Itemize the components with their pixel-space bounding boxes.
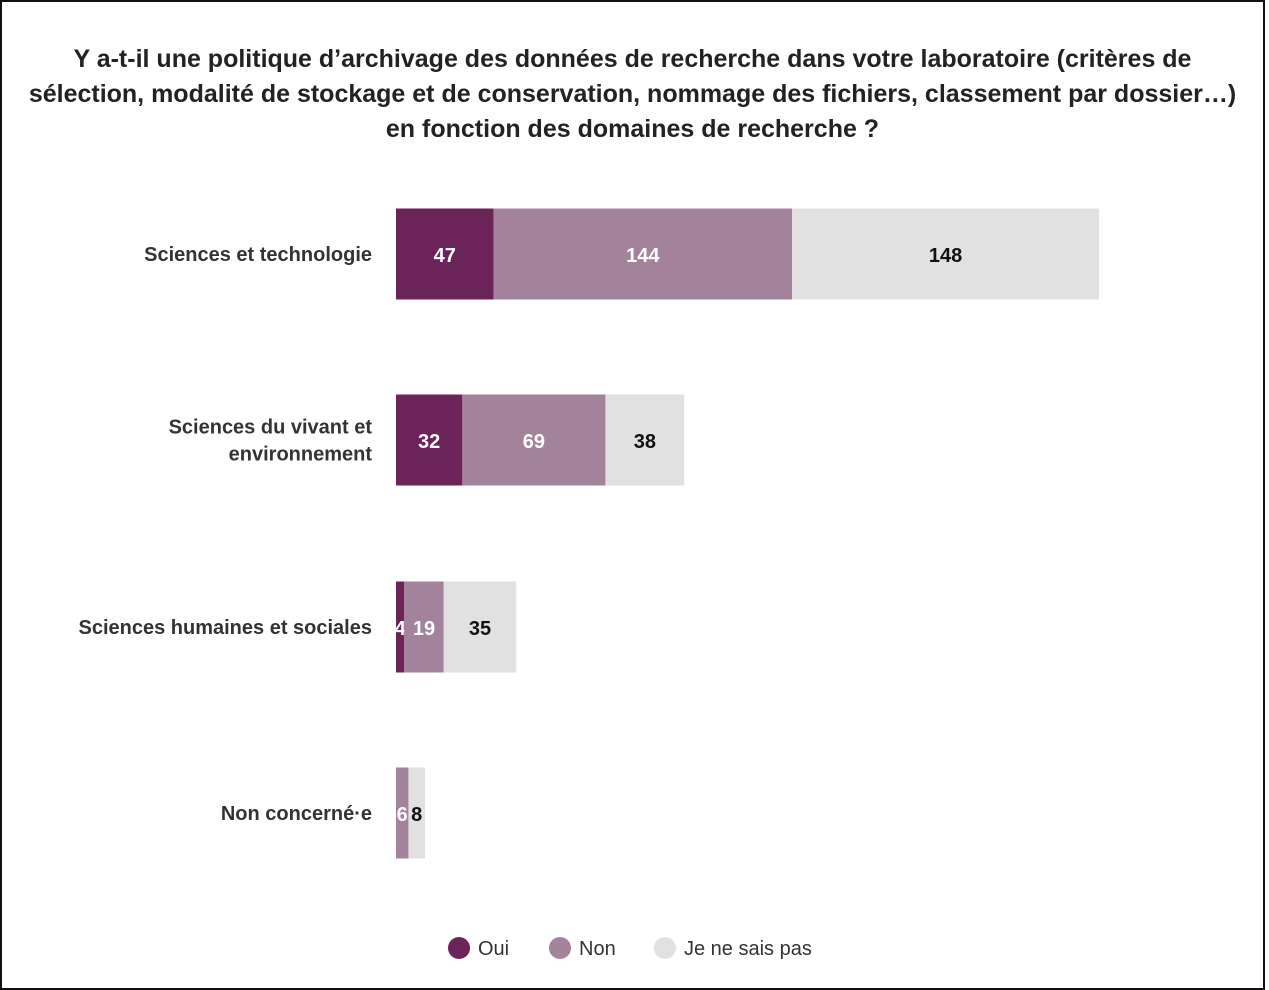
- bar-segment: [493, 208, 793, 300]
- bar-segment: [404, 581, 444, 673]
- bar-segment: [396, 581, 405, 673]
- legend-swatch: [448, 937, 470, 959]
- bar-segment: [443, 581, 517, 673]
- legend-swatch: [549, 937, 571, 959]
- legend-label: Je ne sais pas: [684, 938, 812, 960]
- data-label: 35: [469, 618, 491, 640]
- data-label: 8: [411, 804, 422, 826]
- data-label: 69: [523, 431, 545, 453]
- chart-title: Y a-t-il une politique d’archivage des d…: [28, 45, 1237, 143]
- bar-segment: [396, 208, 494, 300]
- bar-segment: [605, 394, 685, 486]
- data-label: 38: [634, 431, 656, 453]
- category-label: Sciences du vivant et: [169, 417, 373, 439]
- bar-segment: [396, 767, 409, 859]
- data-label: 47: [434, 245, 456, 267]
- data-label: 19: [413, 618, 435, 640]
- legend-label: Oui: [478, 938, 509, 960]
- category-label: Non concerné·e: [221, 803, 372, 825]
- bar-segment: [792, 208, 1099, 300]
- data-label: 32: [418, 431, 440, 453]
- data-label: 6: [397, 804, 408, 826]
- legend-swatch: [654, 937, 676, 959]
- legend-label: Non: [579, 938, 616, 960]
- data-label: 144: [626, 245, 660, 267]
- bar-segment: [396, 394, 463, 486]
- bar-segment: [408, 767, 426, 859]
- category-label: Sciences et technologie: [144, 244, 372, 266]
- bar-segment: [462, 394, 606, 486]
- data-label: 148: [929, 245, 962, 267]
- category-label: environnement: [229, 444, 373, 466]
- data-label: 4: [395, 618, 407, 640]
- category-label: Sciences humaines et sociales: [79, 617, 373, 639]
